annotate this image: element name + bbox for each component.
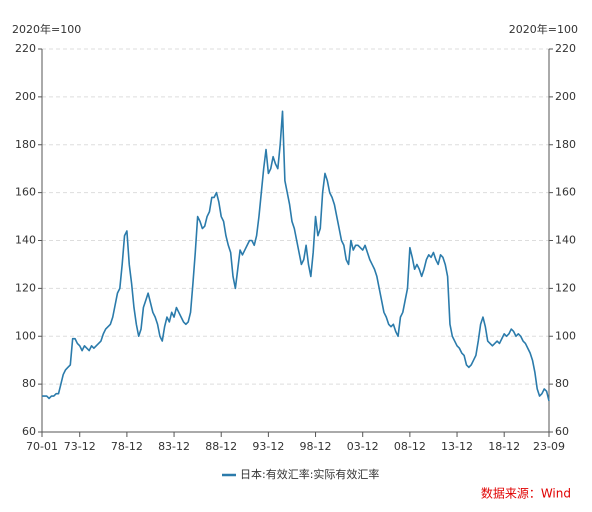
y-tick-label-left: 200 bbox=[15, 90, 36, 103]
x-tick-label: 88-12 bbox=[205, 440, 237, 453]
x-tick-label: 83-12 bbox=[158, 440, 190, 453]
y-tick-label-left: 160 bbox=[15, 186, 36, 199]
y-tick-label-right: 60 bbox=[555, 425, 569, 438]
y-tick-label-right: 80 bbox=[555, 377, 569, 390]
y-axis-unit-right: 2020年=100 bbox=[509, 22, 578, 36]
y-tick-label-right: 160 bbox=[555, 186, 576, 199]
x-tick-label: 98-12 bbox=[300, 440, 332, 453]
y-tick-label-left: 120 bbox=[15, 281, 36, 294]
line-series bbox=[42, 110, 550, 402]
x-tick-label: 13-12 bbox=[441, 440, 473, 453]
y-tick-label-right: 120 bbox=[555, 281, 576, 294]
x-tick-label: 08-12 bbox=[394, 440, 426, 453]
x-tick-label: 23-09 bbox=[533, 440, 565, 453]
y-tick-label-right: 180 bbox=[555, 138, 576, 151]
y-tick-label-left: 220 bbox=[15, 42, 36, 55]
x-tick-label: 03-12 bbox=[347, 440, 379, 453]
legend-label: 日本:有效汇率:实际有效汇率 bbox=[240, 467, 379, 481]
source: 数据来源：Wind bbox=[481, 486, 571, 501]
y-tick-label-left: 60 bbox=[22, 425, 36, 438]
x-tick-label: 70-01 bbox=[26, 440, 58, 453]
x-tick-label: 93-12 bbox=[252, 440, 284, 453]
y-tick-label-left: 140 bbox=[15, 234, 36, 247]
y-tick-label-left: 180 bbox=[15, 138, 36, 151]
x-tick-label: 73-12 bbox=[64, 440, 96, 453]
y-axis-unit-left: 2020年=100 bbox=[12, 22, 81, 36]
y-tick-label-right: 220 bbox=[555, 42, 576, 55]
x-tick-label: 78-12 bbox=[111, 440, 143, 453]
y-tick-label-left: 80 bbox=[22, 377, 36, 390]
y-tick-label-right: 140 bbox=[555, 234, 576, 247]
y-tick-label-right: 200 bbox=[555, 90, 576, 103]
x-tick-label: 18-12 bbox=[488, 440, 520, 453]
y-tick-label-right: 100 bbox=[555, 329, 576, 342]
y-tick-label-left: 100 bbox=[15, 329, 36, 342]
